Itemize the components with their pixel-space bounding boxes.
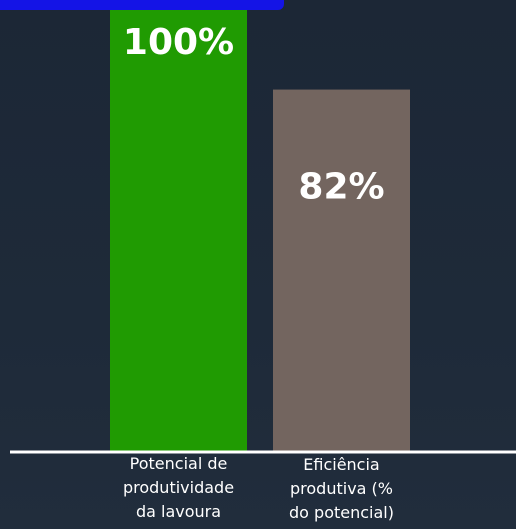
x-tick-label-1: Potencial de produtividade da lavoura: [122, 454, 235, 521]
bar-group: [110, 10, 410, 452]
x-tick-label-2: Eficiência produtiva (% do potencial): [289, 455, 394, 522]
data-label-group: 100% 82%: [123, 22, 385, 208]
data-label-1: 100%: [123, 22, 234, 63]
bar-1: [110, 10, 247, 452]
data-label-2: 82%: [298, 167, 384, 208]
bar-2: [273, 89, 410, 452]
header-accent-bar: [0, 0, 284, 10]
